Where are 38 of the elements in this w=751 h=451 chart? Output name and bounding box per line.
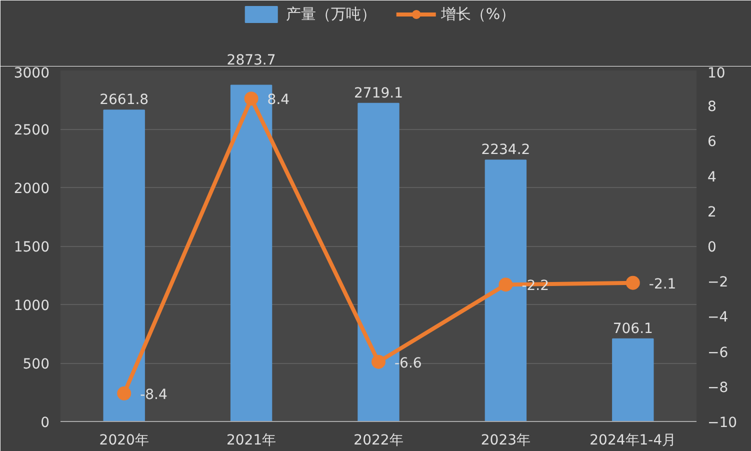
x-tick-label: 2024年1-4月 (590, 432, 676, 448)
y-tick-label: 2500 (14, 122, 50, 138)
y-tick-label: 2000 (14, 181, 50, 197)
data-label: 706.1 (612, 320, 653, 337)
y2-tick-label: −2 (708, 274, 728, 291)
data-label: -2.2 (522, 278, 550, 294)
y2-tick-label: −8 (708, 380, 728, 396)
data-label: -2.1 (648, 276, 676, 292)
data-label: 2661.8 (100, 92, 149, 108)
data-label: 2873.7 (226, 52, 276, 68)
y2-tick-label: −6 (708, 344, 728, 361)
point (372, 354, 386, 369)
point (117, 386, 132, 400)
y-tick-label: 3000 (14, 66, 50, 82)
data-label: 2234.2 (481, 142, 530, 158)
y-tick-label: 0 (40, 415, 50, 431)
point (244, 92, 258, 106)
bar (612, 338, 654, 422)
y2-tick-label: −4 (708, 310, 728, 326)
x-tick-label: 2021年 (226, 432, 276, 448)
y2-tick-label: 0 (708, 240, 716, 256)
x-tick-label: 2020年 (99, 432, 149, 448)
y2-tick-label: 2 (708, 204, 716, 220)
y-tick-label: 1000 (14, 298, 50, 314)
y-tick-label: 1500 (14, 240, 50, 256)
y2-tick-label: 10 (708, 66, 726, 82)
point (626, 276, 640, 290)
y2-tick-label: 8 (708, 99, 716, 116)
point (498, 278, 513, 292)
x-tick-label: 2023年 (480, 432, 531, 448)
y2-tick-label: 4 (708, 169, 716, 186)
legend-label: 产量（万吨） (286, 4, 376, 24)
x-tick-label: 2022年 (354, 432, 404, 448)
y-tick-label: 500 (22, 356, 50, 372)
y2-tick-label: −10 (708, 415, 738, 431)
data-label: 2719.1 (354, 85, 404, 102)
legend-label: 增长（%） (440, 4, 516, 24)
y2-tick-label: 6 (708, 134, 716, 150)
